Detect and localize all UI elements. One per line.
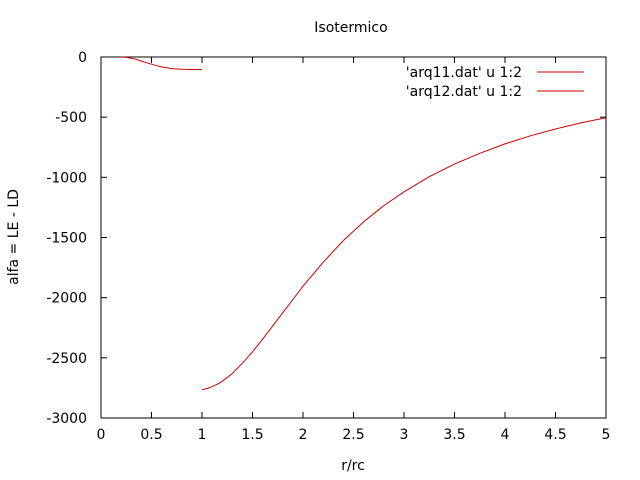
x-tick-label: 0 [97,427,106,443]
series-group [121,56,607,391]
x-tick-label: 2 [299,427,308,443]
legend-label-2: 'arq12.dat' u 1:2 [406,84,522,100]
axis-ticks: 0 0.5 1 1.5 2 2.5 3 3.5 4 4.5 5 0 -500 -1000 -1500 -200… [46,50,610,443]
plot-frame [100,56,607,419]
y-tick-label: -3000 [46,411,87,427]
series-line-2 [201,117,607,391]
x-tick-label: 3.5 [443,427,465,443]
x-tick-label: 1.5 [241,427,263,443]
y-tick-label: -2000 [46,291,87,307]
y-tick-label: 0 [78,50,87,66]
series-line-1 [121,56,202,70]
y-tick-label: -1500 [46,231,87,247]
x-axis-label: r/rc [341,458,365,474]
chart-title: Isotermico [314,20,387,36]
x-tick-label: 4.5 [544,427,566,443]
y-tick-label: -500 [55,110,87,126]
x-tick-label: 5 [602,427,611,443]
x-tick-label: 2.5 [342,427,364,443]
y-tick-label: -2500 [46,351,87,367]
legend-label-1: 'arq11.dat' u 1:2 [406,65,522,81]
x-tick-label: 4 [501,427,510,443]
x-tick-label: 3 [400,427,409,443]
x-tick-label: 1 [198,427,207,443]
legend: 'arq11.dat' u 1:2 'arq12.dat' u 1:2 [406,65,584,100]
x-tick-label: 0.5 [140,427,162,443]
y-axis-label: alfa = LE - LD [6,189,22,285]
y-tick-label: -1000 [46,170,87,186]
